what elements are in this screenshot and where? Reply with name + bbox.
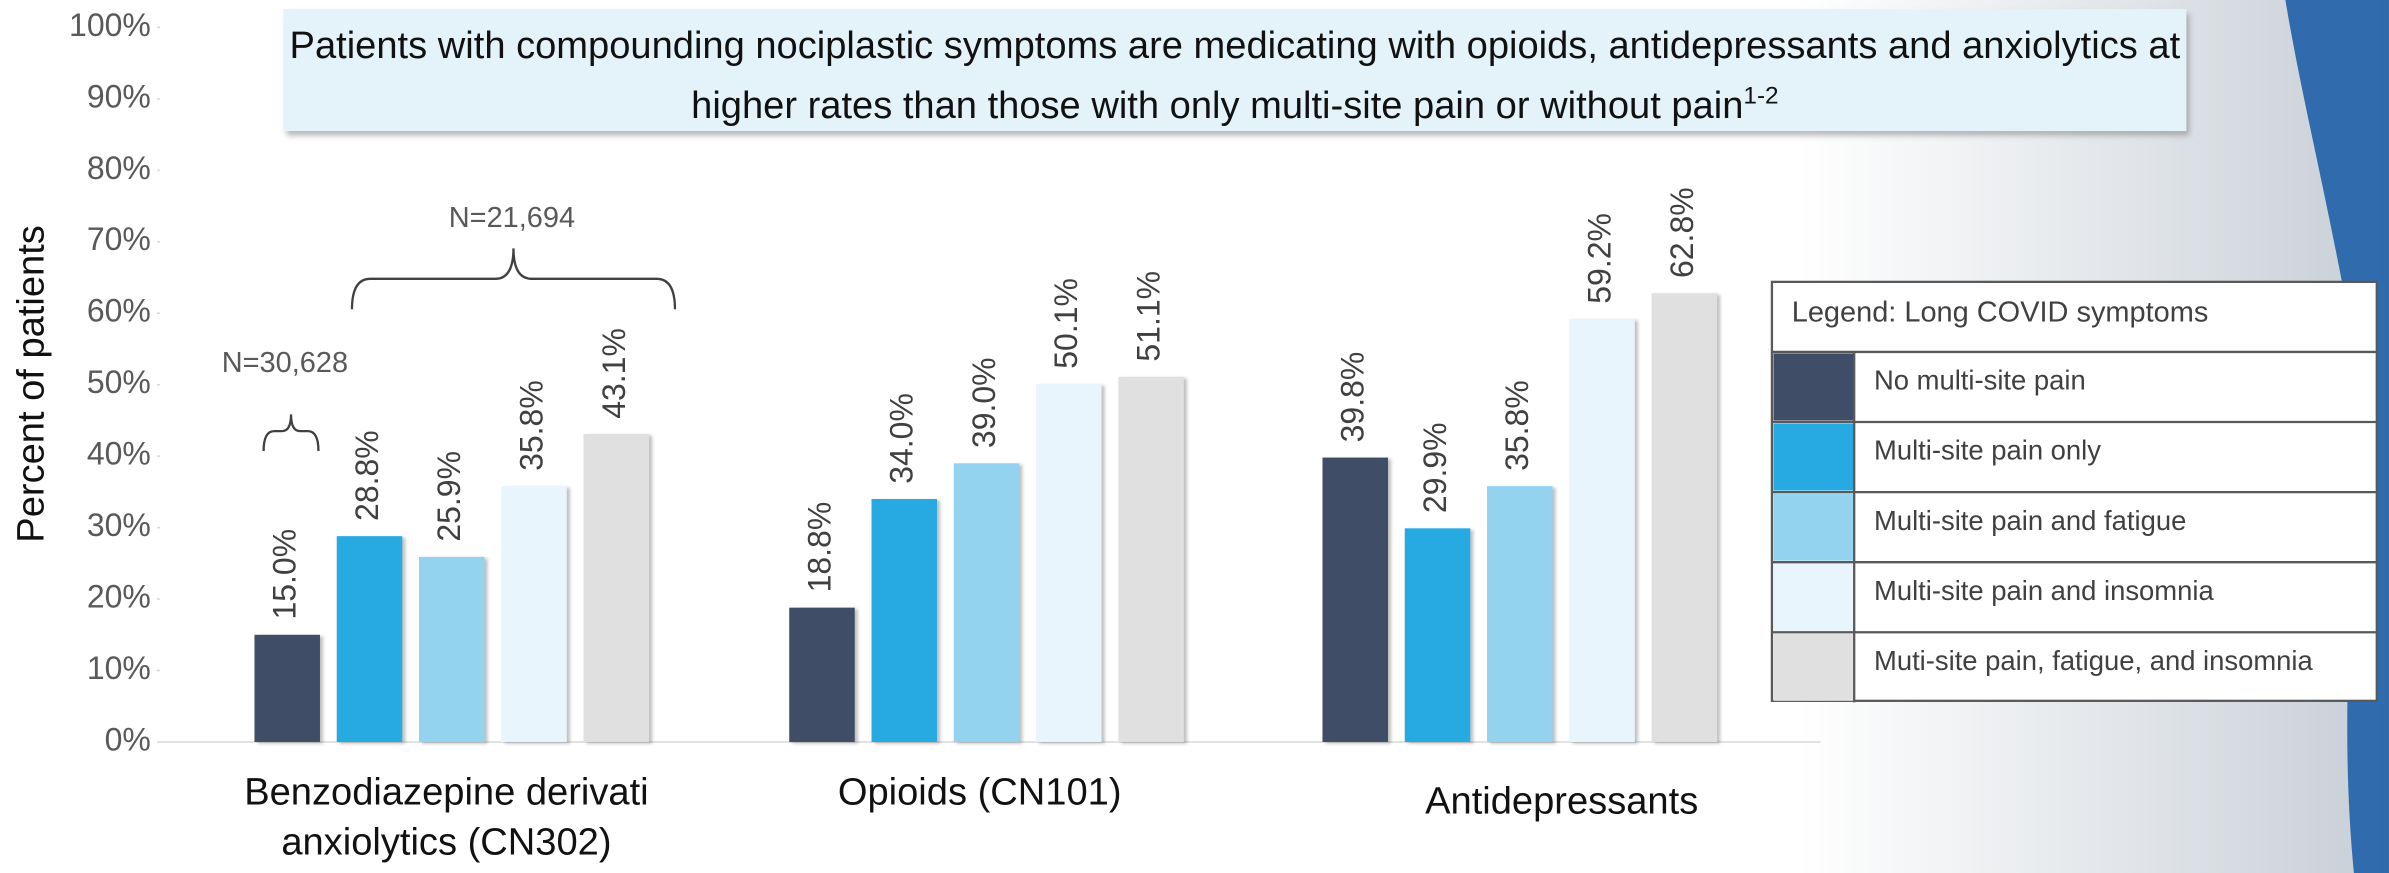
data-label: 35.8% xyxy=(513,380,549,471)
y-tick-label: 10% xyxy=(87,650,151,686)
data-label: 29.9% xyxy=(1417,422,1453,513)
legend-swatch xyxy=(1773,563,1855,631)
x-tick-label: Antidepressants xyxy=(1425,780,1699,823)
bar xyxy=(1569,318,1635,742)
legend-swatch xyxy=(1773,633,1855,701)
y-tick-label: 30% xyxy=(87,507,151,543)
x-tick-label: Benzodiazepine derivati anxiolytics (CN3… xyxy=(244,770,649,864)
legend: Legend: Long COVID symptoms No multi-sit… xyxy=(1770,280,2378,703)
legend-swatch xyxy=(1773,423,1855,491)
brace xyxy=(262,414,320,451)
legend-swatch xyxy=(1773,493,1855,561)
legend-swatch xyxy=(1773,353,1855,421)
bar xyxy=(336,536,403,742)
bar xyxy=(789,607,855,742)
bar xyxy=(1651,293,1718,742)
data-label: 18.8% xyxy=(801,502,837,593)
data-label: 25.9% xyxy=(431,451,467,542)
legend-label: Multi-site pain and fatigue xyxy=(1874,505,2186,536)
data-label: 51.1% xyxy=(1131,271,1167,362)
data-label: 59.2% xyxy=(1582,213,1618,304)
title-box xyxy=(283,9,2187,132)
data-label: 35.8% xyxy=(1499,380,1535,471)
y-tick-label: 90% xyxy=(87,78,151,114)
data-label: 43.1% xyxy=(596,328,632,419)
y-tick-label: 70% xyxy=(87,221,151,257)
legend-title: Legend: Long COVID symptoms xyxy=(1792,296,2209,328)
bar xyxy=(1487,486,1553,742)
data-label: 34.0% xyxy=(884,393,920,484)
legend-label: Multi-site pain only xyxy=(1874,435,2101,466)
data-label: 28.8% xyxy=(349,430,385,521)
legend-label: No multi-site pain xyxy=(1874,365,2086,396)
bar xyxy=(583,434,650,742)
title-wrap: Patients with compounding nociplastic sy… xyxy=(290,12,2181,128)
legend-label: Multi-site pain and insomnia xyxy=(1874,575,2214,606)
bar xyxy=(254,634,320,742)
x-tick-label: Opioids (CN101) xyxy=(837,770,1122,814)
title-superscript: 1-2 xyxy=(1743,83,1779,110)
bar xyxy=(1404,528,1471,742)
annotation: N=21,694 xyxy=(449,202,575,234)
y-tick-label: 40% xyxy=(87,436,151,472)
data-label: 50.1% xyxy=(1048,278,1084,369)
data-label: 62.8% xyxy=(1664,187,1700,278)
y-tick-label: 0% xyxy=(105,721,151,757)
y-tick-label: 100% xyxy=(69,7,151,43)
bar xyxy=(419,556,485,742)
legend-label: Muti-site pain, fatigue, and insomnia xyxy=(1874,645,2313,676)
y-tick-label: 60% xyxy=(87,293,151,329)
x-tick-label-wrap: Antidepressants xyxy=(1425,780,1699,823)
bar xyxy=(871,499,938,742)
x-tick-label-wrap: Benzodiazepine derivati anxiolytics (CN3… xyxy=(244,770,649,864)
bar xyxy=(1322,457,1388,742)
brace xyxy=(350,248,677,310)
bar xyxy=(1118,376,1184,742)
data-label: 39.8% xyxy=(1335,352,1371,443)
y-axis-label: Percent of patients xyxy=(11,225,53,543)
y-tick-label: 20% xyxy=(87,579,151,615)
bar xyxy=(1036,383,1102,742)
y-tick-label: 80% xyxy=(87,150,151,186)
data-label: 15.0% xyxy=(267,529,303,620)
y-tick-label: 50% xyxy=(87,364,151,400)
bar xyxy=(953,463,1020,742)
title: Patients with compounding nociplastic sy… xyxy=(290,12,2181,128)
annotation: N=30,628 xyxy=(222,347,348,379)
bar xyxy=(501,486,567,742)
title-text: Patients with compounding nociplastic sy… xyxy=(289,24,2181,127)
x-tick-label-wrap: Opioids (CN101) xyxy=(837,770,1122,814)
data-label: 39.0% xyxy=(966,357,1002,448)
